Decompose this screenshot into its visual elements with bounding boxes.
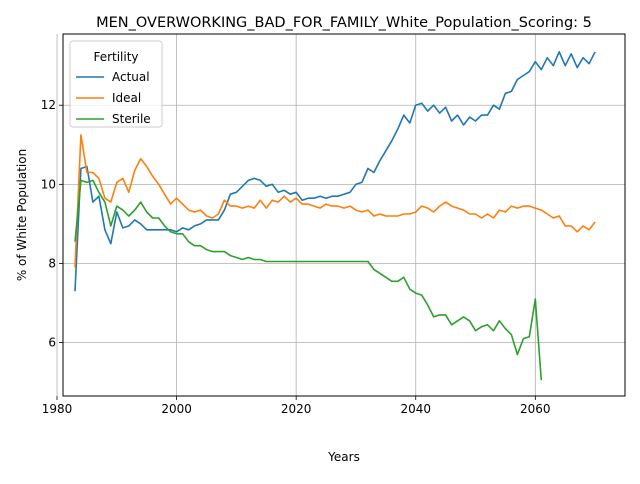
- y-axis-label: % of White Population: [15, 149, 29, 281]
- y-tick-label: 10: [41, 177, 56, 191]
- x-tick-label: 2020: [281, 402, 312, 416]
- axis-ticks: 1980 2000 2020 2040 2060 6 8 10 12: [41, 98, 551, 416]
- x-axis-label: Years: [327, 450, 360, 464]
- y-tick-label: 6: [48, 336, 56, 350]
- y-tick-label: 12: [41, 98, 56, 112]
- legend-box: [69, 40, 163, 128]
- legend-label-actual: Actual: [112, 70, 150, 84]
- legend: Fertility Actual Ideal Sterile: [69, 40, 163, 128]
- legend-title: Fertility: [93, 50, 138, 64]
- series-line-ideal: [74, 134, 596, 268]
- legend-label-sterile: Sterile: [112, 112, 151, 126]
- x-tick-label: 2060: [520, 402, 551, 416]
- x-tick-label: 2000: [161, 402, 192, 416]
- chart-title: MEN_OVERWORKING_BAD_FOR_FAMILY_White_Pop…: [96, 15, 592, 31]
- series-line-actual: [74, 50, 596, 292]
- x-tick-label: 1980: [42, 402, 73, 416]
- legend-entries: Actual Ideal Sterile: [76, 70, 151, 126]
- y-tick-label: 8: [48, 256, 56, 270]
- legend-label-ideal: Ideal: [112, 91, 141, 105]
- x-tick-label: 2040: [400, 402, 431, 416]
- axes-frame: [62, 33, 626, 397]
- series-lines: [74, 50, 596, 381]
- series-line-sterile: [74, 179, 543, 381]
